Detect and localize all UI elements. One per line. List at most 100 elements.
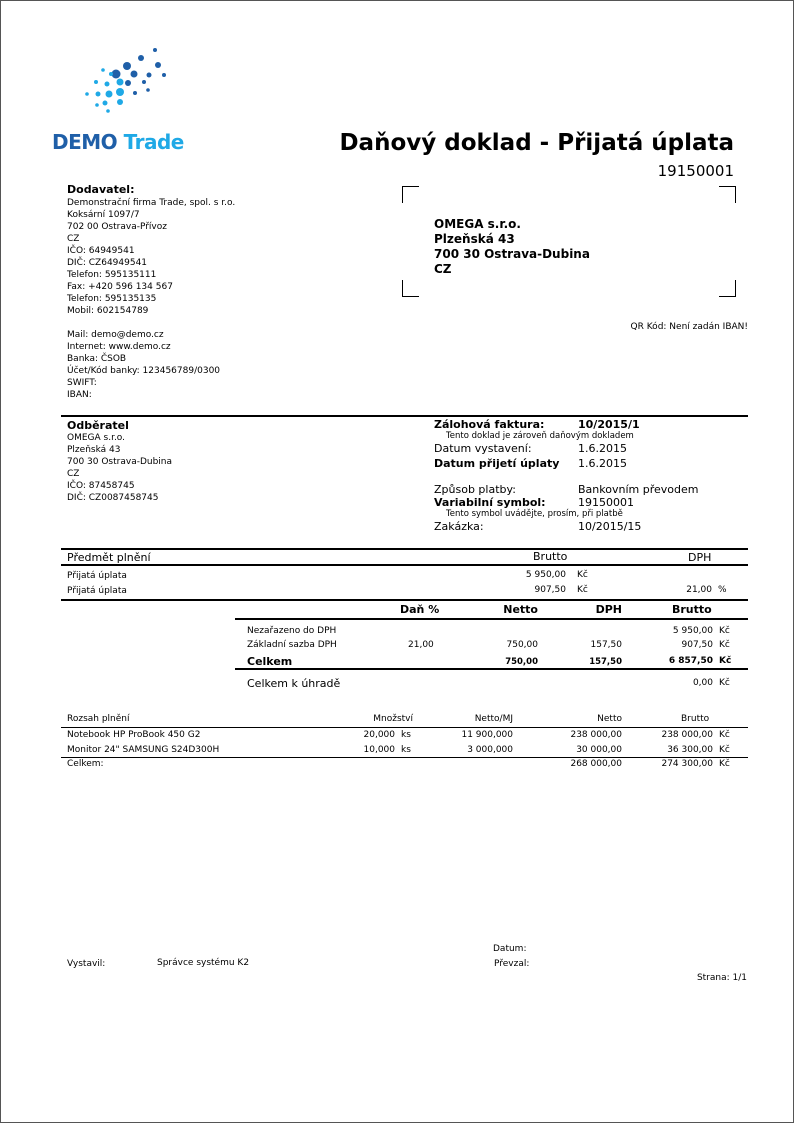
supplier-line: Fax: +420 596 134 567 [67, 282, 173, 292]
logo-text-light: Trade [123, 130, 185, 154]
supplier-swift: SWIFT: [67, 378, 97, 388]
items-total-netto: 268 000,00 [570, 759, 622, 769]
amount-due-value: 0,00 [692, 678, 713, 688]
divider [61, 564, 748, 566]
subject-header-dph: DPH [688, 551, 712, 564]
received-date-label: Datum přijetí úplaty [434, 457, 560, 470]
received-by-label: Převzal: [494, 959, 530, 969]
subject-header-item: Předmět plnění [67, 551, 151, 564]
items-header-unit-price: Netto/MJ [474, 714, 513, 724]
customer-line: CZ [67, 469, 80, 479]
item-netto: 30 000,00 [576, 745, 622, 755]
variable-symbol-value: 19150001 [578, 496, 634, 509]
supplier-line: DIČ: CZ64949541 [67, 258, 148, 268]
vat-total-label: Celkem [247, 655, 293, 668]
document-number: 19150001 [657, 162, 734, 180]
address-line: Plzeňská 43 [434, 232, 515, 246]
divider [61, 548, 748, 550]
divider [61, 757, 748, 758]
payment-method-value: Bankovním převodem [578, 483, 699, 496]
advance-label: Zálohová faktura: [434, 418, 545, 431]
subject-dph: 21,00 [686, 585, 712, 595]
issued-by-value: Správce systému K2 [157, 958, 250, 968]
vat-total-brutto: 6 857,50 [668, 656, 713, 666]
subject-currency: Kč [577, 570, 588, 580]
window-corner [402, 186, 419, 203]
subject-brutto: 907,50 [534, 585, 567, 595]
supplier-line: Telefon: 595135135 [67, 294, 157, 304]
item-unit-price: 11 900,000 [461, 730, 513, 740]
customer-line: 700 30 Ostrava-Dubina [67, 457, 173, 467]
page-number: Strana: 1/1 [696, 973, 747, 983]
vat-row-netto: 750,00 [506, 640, 539, 650]
footer-date-label: Datum: [493, 944, 527, 954]
customer-line: IČO: 87458745 [67, 481, 135, 491]
order-value: 10/2015/15 [578, 520, 642, 533]
amount-due-label: Celkem k úhradě [247, 677, 341, 690]
vat-row-currency: Kč [719, 626, 730, 636]
supplier-line: Telefon: 595135111 [67, 270, 157, 280]
address-line: 700 30 Ostrava-Dubina [434, 247, 590, 261]
item-currency: Kč [719, 730, 730, 740]
issued-by-label: Vystavil: [67, 959, 106, 969]
item-unit: ks [401, 730, 411, 740]
item-unit: ks [401, 745, 411, 755]
issue-date-value: 1.6.2015 [578, 442, 627, 455]
customer-heading: Odběratel [67, 419, 129, 432]
supplier-line: Demonstrační firma Trade, spol. s r.o. [67, 198, 236, 208]
order-label: Zakázka: [434, 520, 484, 533]
supplier-bank: Banka: ČSOB [67, 354, 127, 364]
item-netto: 238 000,00 [570, 730, 622, 740]
vat-total-netto: 750,00 [505, 657, 538, 667]
variable-symbol-label: Variabilní symbol: [434, 496, 546, 509]
item-brutto: 36 300,00 [667, 745, 713, 755]
document-title: Daňový doklad - Přijatá úplata [339, 130, 734, 156]
item-name: Notebook HP ProBook 450 G2 [67, 730, 201, 740]
supplier-line: 702 00 Ostrava-Přívoz [67, 222, 167, 232]
item-name: Monitor 24" SAMSUNG S24D300H [67, 745, 220, 755]
subject-brutto: 5 950,00 [525, 570, 566, 580]
vat-total-dph: 157,50 [589, 657, 622, 667]
vat-row-dph: 157,50 [590, 640, 623, 650]
divider [61, 415, 748, 417]
address-line: CZ [434, 262, 452, 276]
subject-dph-unit: % [718, 585, 727, 595]
vat-header-dph: DPH [595, 603, 622, 616]
customer-line: OMEGA s.r.o. [67, 433, 126, 443]
issue-date-label: Datum vystavení: [434, 442, 532, 455]
received-date-value: 1.6.2015 [578, 457, 627, 470]
address-line: OMEGA s.r.o. [434, 217, 521, 231]
item-qty: 20,000 [363, 730, 396, 740]
supplier-account: Účet/Kód banky: 123456789/0300 [67, 366, 221, 376]
window-corner [719, 280, 736, 297]
variable-symbol-note: Tento symbol uvádějte, prosím, při platb… [446, 509, 623, 519]
logo-dots [85, 48, 166, 113]
supplier-heading: Dodavatel: [67, 183, 135, 196]
supplier-block: Dodavatel: Demonstrační firma Trade, spo… [67, 183, 235, 401]
vat-row-brutto: 5 950,00 [672, 626, 713, 636]
window-corner [402, 280, 419, 297]
customer-line: Plzeňská 43 [67, 445, 121, 455]
divider [61, 599, 748, 601]
items-total-label: Celkem: [67, 759, 104, 769]
vat-row-rate: 21,00 [408, 640, 434, 650]
item-qty: 10,000 [363, 745, 396, 755]
supplier-line: CZ [67, 234, 80, 244]
vat-header-netto: Netto [503, 603, 538, 616]
supplier-line: IČO: 64949541 [67, 246, 135, 256]
vat-header-rate: Daň % [400, 603, 440, 616]
item-currency: Kč [719, 745, 730, 755]
customer-line: DIČ: CZ0087458745 [67, 493, 159, 503]
supplier-web: Internet: www.demo.cz [67, 342, 171, 352]
item-unit-price: 3 000,000 [467, 745, 513, 755]
items-header-name: Rozsah plnění [67, 714, 130, 724]
amount-due-currency: Kč [719, 678, 730, 688]
supplier-line: Koksární 1097/7 [67, 210, 140, 220]
vat-row-label: Základní sazba DPH [247, 640, 337, 650]
vat-header-brutto: Brutto [672, 603, 712, 616]
logo-text: DEMO Trade [52, 130, 184, 154]
recipient-address: OMEGA s.r.o. Plzeňská 43 700 30 Ostrava-… [434, 217, 590, 277]
subject-header-brutto: Brutto [533, 550, 568, 563]
window-corner [719, 186, 736, 203]
logo-text-dark: DEMO [52, 130, 118, 154]
